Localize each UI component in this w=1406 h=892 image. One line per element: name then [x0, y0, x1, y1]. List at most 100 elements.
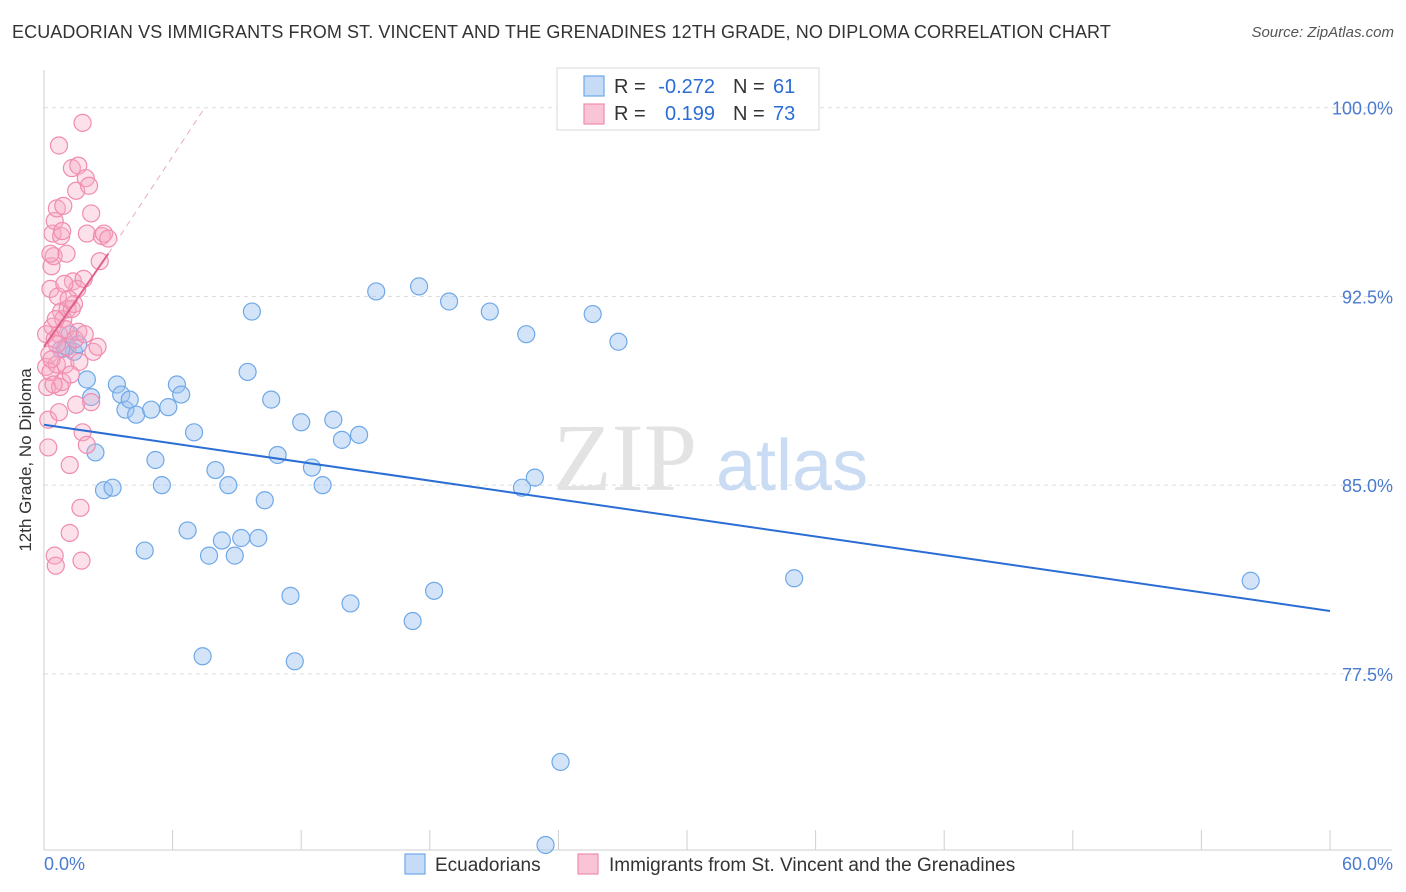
- point-immigrant: [41, 244, 60, 263]
- point-immigrant: [39, 410, 58, 429]
- point-ecuadorian: [242, 302, 262, 321]
- point-ecuadorian: [424, 581, 444, 600]
- point-immigrant: [44, 375, 63, 394]
- point-immigrant: [99, 229, 118, 248]
- point-ecuadorian: [512, 478, 532, 497]
- point-ecuadorian: [583, 304, 602, 324]
- point-ecuadorian: [480, 302, 499, 321]
- trend-line-ecuadorians: [43, 423, 1331, 612]
- y-tick-labels: 100.0% 92.5% 85.0% 77.5%: [1332, 99, 1393, 685]
- trend-line-immigrants: [43, 253, 110, 348]
- point-ecuadorian: [206, 460, 225, 480]
- point-ecuadorian: [255, 491, 274, 510]
- legend-r-value-1: -0.272: [658, 76, 715, 98]
- bottom-legend: Ecuadorians Immigrants from St. Vincent …: [404, 853, 1015, 876]
- x-tick-label-min: 0.0%: [44, 854, 85, 874]
- bottom-legend-swatch-blue: [404, 853, 426, 875]
- legend-r-label-1: R =: [614, 76, 646, 98]
- point-ecuadorian: [609, 332, 628, 351]
- point-ecuadorian: [82, 387, 101, 407]
- point-ecuadorian: [525, 468, 544, 487]
- series-ecuadorians: [52, 277, 1260, 855]
- point-immigrant: [74, 269, 93, 288]
- point-immigrant: [60, 455, 79, 475]
- point-ecuadorian: [313, 476, 332, 495]
- point-ecuadorian: [238, 362, 257, 382]
- series-immigrants: [37, 113, 118, 575]
- point-ecuadorian: [116, 400, 135, 419]
- point-ecuadorian: [249, 528, 268, 548]
- point-immigrant: [71, 498, 90, 517]
- legend-n-label-2: N =: [733, 103, 765, 125]
- point-ecuadorian: [167, 375, 186, 394]
- point-ecuadorian: [232, 528, 251, 548]
- point-ecuadorian: [341, 594, 360, 613]
- point-ecuadorian: [112, 385, 131, 404]
- axes: [43, 70, 1392, 851]
- bottom-legend-immigrants: Immigrants from St. Vincent and the Gren…: [609, 855, 1015, 876]
- point-ecuadorian: [103, 478, 122, 497]
- legend-r-label-2: R =: [614, 103, 646, 125]
- point-ecuadorian: [172, 385, 191, 404]
- point-immigrant: [56, 355, 75, 374]
- point-immigrant: [82, 393, 101, 412]
- point-immigrant: [88, 337, 107, 356]
- watermark-atlas: atlas: [716, 426, 868, 506]
- point-immigrant: [55, 274, 74, 293]
- point-immigrant: [90, 252, 109, 271]
- point-immigrant: [58, 337, 77, 356]
- legend-swatch-pink: [583, 103, 605, 125]
- legend-n-value-2: 73: [773, 103, 795, 125]
- point-ecuadorian: [1241, 571, 1260, 590]
- gridlines: [44, 107, 1392, 675]
- point-ecuadorian: [107, 375, 126, 394]
- point-ecuadorian: [142, 400, 161, 419]
- point-immigrant: [39, 438, 58, 457]
- point-immigrant: [54, 196, 73, 215]
- point-ecuadorian: [403, 611, 422, 631]
- point-immigrant: [73, 113, 92, 132]
- point-ecuadorian: [332, 430, 352, 449]
- watermark-zip: ZIP: [553, 404, 697, 511]
- legend: R = -0.272 N = 61 R = 0.199 N = 73: [556, 67, 820, 131]
- chart-title: ECUADORIAN VS IMMIGRANTS FROM ST. VINCEN…: [12, 22, 1111, 42]
- trend-lines: [43, 107, 1331, 612]
- point-ecuadorian: [551, 752, 570, 772]
- point-ecuadorian: [178, 521, 197, 540]
- point-ecuadorian: [268, 445, 287, 465]
- point-immigrant: [75, 325, 94, 344]
- point-ecuadorian: [285, 652, 304, 671]
- point-immigrant: [57, 244, 76, 263]
- legend-n-value-1: 61: [773, 76, 795, 98]
- point-immigrant: [49, 403, 69, 422]
- x-tick-label-max: 60.0%: [1342, 854, 1393, 874]
- point-immigrant: [77, 224, 96, 243]
- point-immigrant: [61, 365, 80, 384]
- bottom-legend-ecuadorians: Ecuadorians: [435, 855, 541, 876]
- point-immigrant: [46, 309, 65, 329]
- point-immigrant: [70, 352, 89, 371]
- point-ecuadorian: [439, 292, 459, 311]
- point-ecuadorian: [324, 410, 343, 429]
- point-ecuadorian: [367, 282, 386, 301]
- point-ecuadorian: [219, 476, 238, 495]
- point-immigrant: [42, 350, 61, 369]
- point-ecuadorian: [212, 531, 231, 550]
- legend-swatch-blue: [583, 75, 605, 97]
- point-ecuadorian: [281, 586, 300, 605]
- point-ecuadorian: [159, 398, 178, 417]
- point-ecuadorian: [517, 325, 536, 344]
- y-tick-label: 77.5%: [1342, 665, 1393, 685]
- point-ecuadorian: [785, 569, 804, 588]
- point-ecuadorian: [349, 425, 369, 444]
- point-ecuadorian: [120, 390, 139, 409]
- legend-r-value-2: 0.199: [665, 103, 715, 125]
- point-ecuadorian: [409, 277, 429, 296]
- point-ecuadorian: [152, 476, 171, 495]
- point-immigrant: [79, 176, 99, 195]
- point-ecuadorian: [135, 541, 154, 560]
- point-immigrant: [82, 204, 101, 223]
- point-immigrant: [67, 395, 86, 414]
- point-ecuadorian: [262, 390, 281, 409]
